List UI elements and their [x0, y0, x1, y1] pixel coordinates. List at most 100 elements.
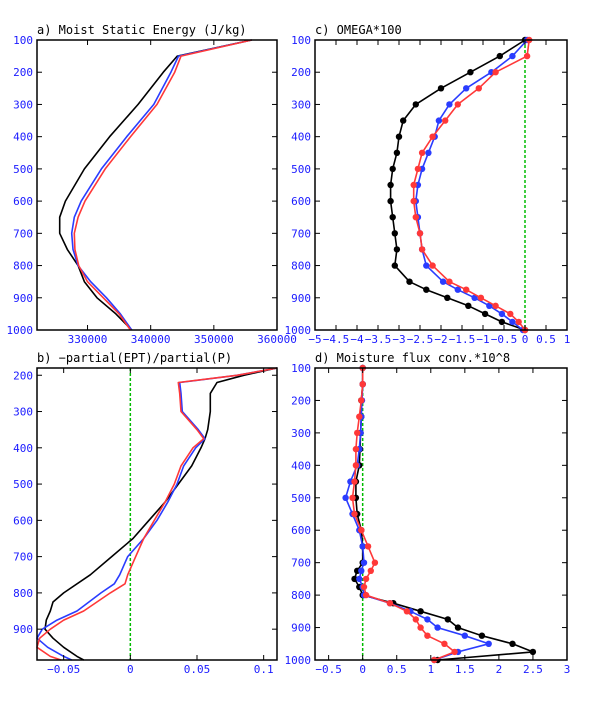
data-point — [509, 318, 516, 326]
x-tick-label: 1 — [427, 663, 434, 676]
y-tick-label: 400 — [291, 459, 311, 472]
x-tick-label: 330000 — [68, 333, 108, 346]
y-tick-label: 600 — [13, 514, 33, 527]
data-point — [356, 575, 363, 583]
data-point — [351, 575, 358, 583]
y-tick-label: 900 — [13, 292, 33, 305]
panel-title: b) −partial(EPT)/partial(P) — [37, 351, 232, 365]
data-point — [486, 302, 493, 309]
y-tick-label: 1000 — [285, 324, 312, 337]
data-point — [418, 149, 426, 156]
panel-title: a) Moist Static Energy (J/kg) — [37, 23, 247, 37]
plot-frame — [36, 367, 278, 661]
x-tick-label: 2 — [496, 663, 503, 676]
data-point — [410, 197, 417, 205]
data-point — [358, 567, 365, 574]
y-tick-label: 300 — [291, 98, 311, 111]
data-point — [417, 608, 424, 615]
data-point — [423, 262, 430, 269]
data-point — [437, 85, 445, 92]
data-point — [446, 278, 453, 285]
plot-frame — [314, 39, 568, 331]
y-tick-label: 1000 — [285, 654, 312, 667]
data-point — [424, 616, 431, 623]
data-point — [349, 494, 356, 501]
y-tick-label: 900 — [13, 623, 33, 636]
x-tick-label: 360000 — [257, 333, 297, 346]
data-point — [371, 559, 379, 566]
data-point — [351, 478, 358, 485]
y-tick-label: 900 — [291, 292, 311, 305]
data-point — [352, 462, 360, 469]
x-tick-label: −0.5 — [315, 663, 342, 676]
data-point — [529, 648, 537, 656]
data-point — [414, 165, 422, 173]
data-point — [446, 101, 453, 108]
x-tick-label: −0.05 — [47, 663, 80, 676]
y-tick-label: 700 — [291, 227, 311, 240]
y-tick-label: 800 — [13, 260, 33, 273]
data-point — [477, 294, 485, 301]
data-point — [444, 294, 451, 301]
y-tick-label: 600 — [13, 195, 33, 208]
panel-c: c) OMEGA*100 100 200 300 400 500 600 700 800 900 1… — [285, 23, 571, 346]
x-tick-label: 340000 — [131, 333, 171, 346]
y-tick-label: 300 — [13, 406, 33, 419]
data-point — [393, 246, 401, 253]
series-line-blue — [70, 39, 252, 331]
data-point — [509, 640, 516, 647]
plot-frame — [36, 39, 278, 331]
x-tick-label: 0 — [127, 663, 134, 676]
data-point — [362, 591, 370, 599]
y-tick-label: 300 — [13, 98, 33, 111]
data-point — [463, 286, 470, 293]
y-tick-label: 600 — [291, 195, 311, 208]
data-point — [423, 286, 430, 293]
x-tick-label: −4 — [350, 333, 364, 346]
series-line-red — [36, 367, 278, 661]
data-point — [389, 165, 396, 173]
y-tick-label: 200 — [13, 66, 33, 79]
data-point — [523, 52, 531, 60]
x-tick-label: −5 — [308, 333, 321, 346]
x-tick-label: −1.5 — [449, 333, 476, 346]
x-tick-label: −1 — [476, 333, 489, 346]
data-point — [362, 575, 370, 583]
data-point — [387, 181, 394, 189]
data-point — [416, 230, 424, 237]
x-tick-label: 0.5 — [536, 333, 556, 346]
data-point — [367, 567, 374, 574]
y-tick-label: 100 — [291, 362, 311, 375]
series-line-red — [73, 39, 252, 331]
data-point — [515, 318, 522, 326]
data-point — [359, 381, 366, 388]
series-line-black — [44, 367, 278, 661]
x-tick-label: 0.5 — [387, 663, 407, 676]
data-point — [467, 69, 474, 76]
data-point — [364, 543, 372, 550]
data-point — [507, 310, 514, 318]
x-tick-label: 0.05 — [184, 663, 211, 676]
data-point — [444, 616, 451, 623]
data-point — [351, 510, 358, 518]
y-tick-label: 100 — [291, 34, 311, 47]
series-line-blue — [344, 368, 490, 661]
y-tick-label: 200 — [13, 369, 33, 382]
y-tick-label: 900 — [291, 622, 311, 635]
panel-d: d) Moisture flux conv.*10^8 100 200 300 400 5… — [285, 351, 571, 676]
x-tick-label: 3 — [564, 663, 571, 676]
x-tick-label: 0 — [522, 333, 529, 346]
data-point — [439, 278, 447, 285]
data-point — [492, 302, 499, 309]
data-point — [403, 608, 411, 615]
y-tick-label: 500 — [13, 478, 33, 491]
y-tick-label: 1000 — [7, 324, 34, 337]
panel-title: c) OMEGA*100 — [315, 23, 402, 37]
y-tick-label: 800 — [291, 260, 311, 273]
data-point — [463, 85, 470, 92]
data-point — [441, 640, 448, 647]
x-tick-label: 1.5 — [455, 663, 475, 676]
series-line-blue — [414, 39, 528, 331]
